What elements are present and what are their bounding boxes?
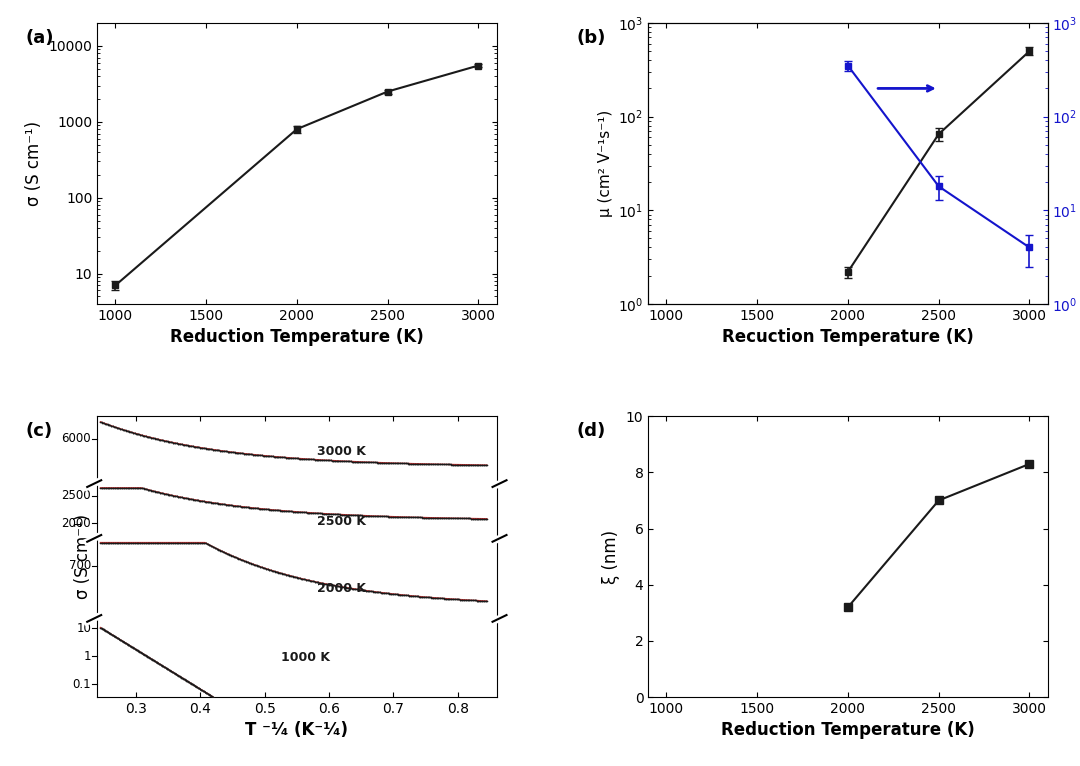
Text: 3000 K: 3000 K: [316, 445, 366, 458]
Text: (d): (d): [577, 422, 606, 440]
Text: 1000 K: 1000 K: [281, 651, 329, 664]
X-axis label: Reduction Temperature (K): Reduction Temperature (K): [170, 329, 423, 346]
X-axis label: Reduction Temperature (K): Reduction Temperature (K): [721, 722, 975, 739]
Text: 6000: 6000: [62, 432, 91, 445]
Text: (a): (a): [25, 28, 54, 47]
Y-axis label: ξ (nm): ξ (nm): [603, 529, 620, 584]
Text: 2500 K: 2500 K: [316, 515, 366, 528]
X-axis label: T ⁻¹⁄₄ (K⁻¹⁄₄): T ⁻¹⁄₄ (K⁻¹⁄₄): [245, 722, 349, 739]
Text: (b): (b): [577, 28, 606, 47]
Text: 2000 K: 2000 K: [316, 582, 366, 595]
Text: (c): (c): [25, 422, 53, 440]
Y-axis label: σ (S cm⁻¹): σ (S cm⁻¹): [73, 514, 92, 599]
Y-axis label: μ (cm² V⁻¹s⁻¹): μ (cm² V⁻¹s⁻¹): [597, 110, 612, 217]
Text: 2500: 2500: [62, 489, 91, 502]
Y-axis label: σ (S cm⁻¹): σ (S cm⁻¹): [25, 121, 43, 206]
Text: 2000: 2000: [62, 517, 91, 529]
X-axis label: Recuction Temperature (K): Recuction Temperature (K): [723, 329, 974, 346]
Text: 10: 10: [77, 622, 91, 635]
Text: 700: 700: [69, 559, 91, 572]
Text: 1: 1: [84, 650, 91, 663]
Text: 0.1: 0.1: [72, 678, 91, 691]
